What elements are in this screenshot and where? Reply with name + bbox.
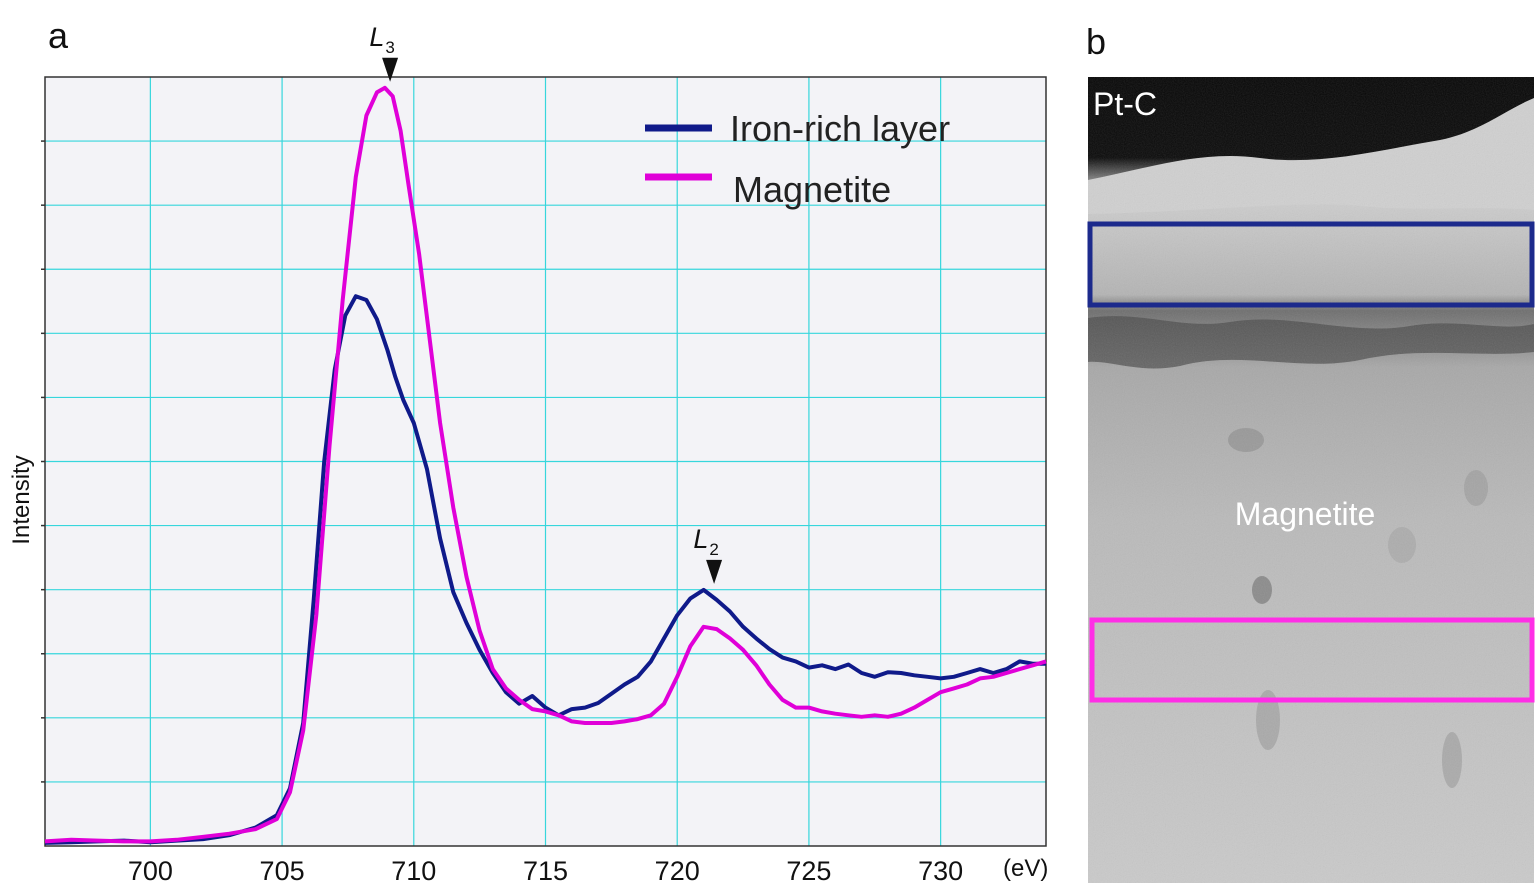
label-pt-c: Pt-C [1093, 86, 1157, 122]
x-tick-label: 730 [918, 856, 963, 886]
series-iron-rich-layer [44, 294, 1046, 845]
x-tick-labels: 700 705 710 715 720 725 730 [128, 856, 963, 886]
series-magnetite [44, 85, 1047, 844]
x-tick-label: 715 [523, 856, 568, 886]
x-tick-label: 705 [260, 856, 305, 886]
x-axis-label: (eV) [1003, 855, 1048, 882]
label-magnetite: Magnetite [1235, 496, 1376, 532]
y-axis-label: Intensity [8, 455, 35, 544]
magnetite-region-box [1089, 617, 1535, 703]
series-lines [44, 85, 1047, 845]
iron-rich-region-box [1087, 221, 1535, 308]
micrograph-image [1088, 77, 1534, 883]
x-tick-label: 725 [786, 856, 831, 886]
x-tick-label: 710 [391, 856, 436, 886]
panel-label-b: b [1086, 21, 1106, 62]
panel-label-a: a [48, 15, 69, 56]
peak-arrow-icon [706, 559, 723, 584]
x-tick-label: 700 [128, 856, 173, 886]
y-ticks [41, 140, 45, 783]
peak-label: L3 [369, 22, 395, 57]
legend-label-magnetite: Magnetite [733, 169, 891, 210]
peak-arrow-icon [382, 57, 399, 82]
x-tick-label: 720 [655, 856, 700, 886]
legend-label-iron-rich: Iron-rich layer [730, 108, 950, 149]
grid-lines [45, 77, 1046, 846]
legend: Iron-rich layer Magnetite [645, 108, 950, 210]
